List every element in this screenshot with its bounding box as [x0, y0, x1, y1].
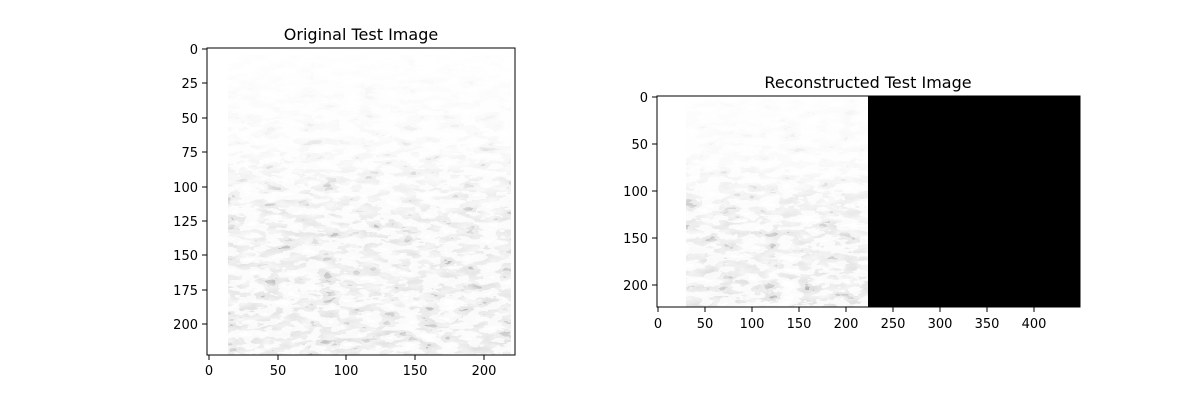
black-region [868, 96, 1080, 307]
panel-reconstructed-x-ticks: 0 50 100 150 200 250 300 350 400 [654, 307, 1047, 332]
y-tick-label: 200 [623, 279, 648, 294]
y-tick-label: 150 [173, 249, 198, 264]
panel-original-y-ticks: 0 25 50 75 100 125 150 175 200 [173, 43, 207, 333]
x-tick-label: 200 [834, 317, 859, 332]
x-tick-label: 200 [472, 364, 497, 379]
x-tick-label: 150 [787, 317, 812, 332]
panel-reconstructed-y-ticks: 0 50 100 150 200 [623, 91, 657, 294]
y-tick-label: 50 [631, 138, 648, 153]
y-tick-label: 75 [181, 146, 198, 161]
panel-original-x-ticks: 0 50 100 150 200 [205, 355, 497, 379]
x-tick-label: 50 [697, 317, 714, 332]
panel-original: Original Test Image 0 50 100 150 200 [173, 25, 516, 379]
x-tick-label: 50 [270, 364, 287, 379]
y-tick-label: 125 [173, 215, 198, 230]
x-tick-label: 100 [334, 364, 359, 379]
x-tick-label: 0 [654, 317, 662, 332]
panel-original-frame [206, 47, 516, 356]
y-tick-label: 25 [181, 77, 198, 92]
y-tick-label: 50 [181, 112, 198, 127]
y-tick-label: 175 [173, 284, 198, 299]
x-tick-label: 250 [881, 317, 906, 332]
panel-reconstructed-frame [656, 95, 1081, 308]
x-tick-label: 400 [1022, 317, 1047, 332]
y-tick-label: 100 [173, 181, 198, 196]
x-tick-label: 0 [205, 364, 213, 379]
y-tick-label: 200 [173, 318, 198, 333]
y-tick-label: 0 [640, 91, 648, 106]
panel-reconstructed-title: Reconstructed Test Image [764, 73, 971, 92]
panel-reconstructed: Reconstructed Test Image 0 50 100 150 20… [623, 73, 1081, 332]
panel-reconstructed-image [657, 96, 1080, 307]
x-tick-label: 350 [975, 317, 1000, 332]
x-tick-label: 150 [403, 364, 428, 379]
x-tick-label: 300 [928, 317, 953, 332]
y-tick-label: 150 [623, 232, 648, 247]
y-tick-label: 100 [623, 185, 648, 200]
panel-original-title: Original Test Image [284, 25, 438, 44]
y-tick-label: 0 [190, 43, 198, 58]
x-tick-label: 100 [740, 317, 765, 332]
panel-original-image [207, 48, 515, 355]
